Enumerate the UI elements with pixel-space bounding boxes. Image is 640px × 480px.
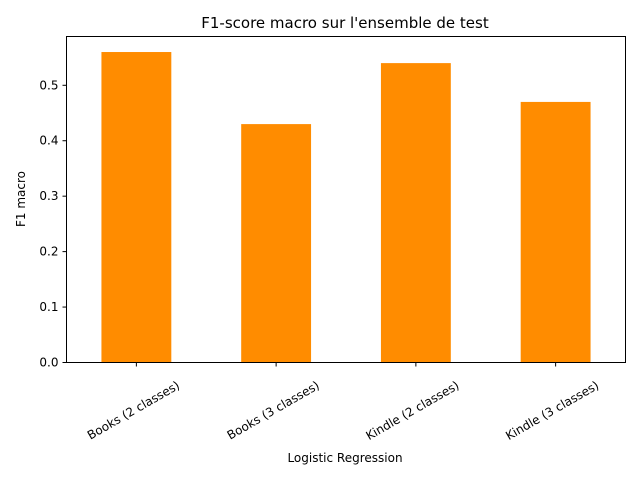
y-tick-label-0: 0.0 [39,356,58,370]
y-tick-label-1: 0.1 [39,300,58,314]
bar-1 [241,124,312,363]
y-axis: 0.0 0.1 0.2 0.3 0.4 0.5 [39,78,67,370]
y-axis-label: F1 macro [14,171,28,227]
x-tick-label-3: Kindle (3 classes) [503,378,601,443]
y-tick-label-4: 0.4 [39,134,58,148]
x-axis-label: Logistic Regression [287,451,402,465]
bar-0 [101,52,172,363]
x-tick-label-0: Books (2 classes) [85,378,182,442]
x-axis: Books (2 classes) Books (3 classes) Kindle… [85,362,601,443]
plot-frame [66,36,626,363]
y-tick-label-5: 0.5 [39,78,58,92]
x-tick-label-2: Kindle (2 classes) [363,378,461,443]
bars-group [101,52,591,363]
bar-3 [520,101,591,363]
y-tick-label-3: 0.3 [39,189,58,203]
chart-title: F1-score macro sur l'ensemble de test [201,14,489,32]
bar-2 [380,63,451,363]
x-tick-label-1: Books (3 classes) [225,378,322,442]
y-tick-label-2: 0.2 [39,245,58,259]
